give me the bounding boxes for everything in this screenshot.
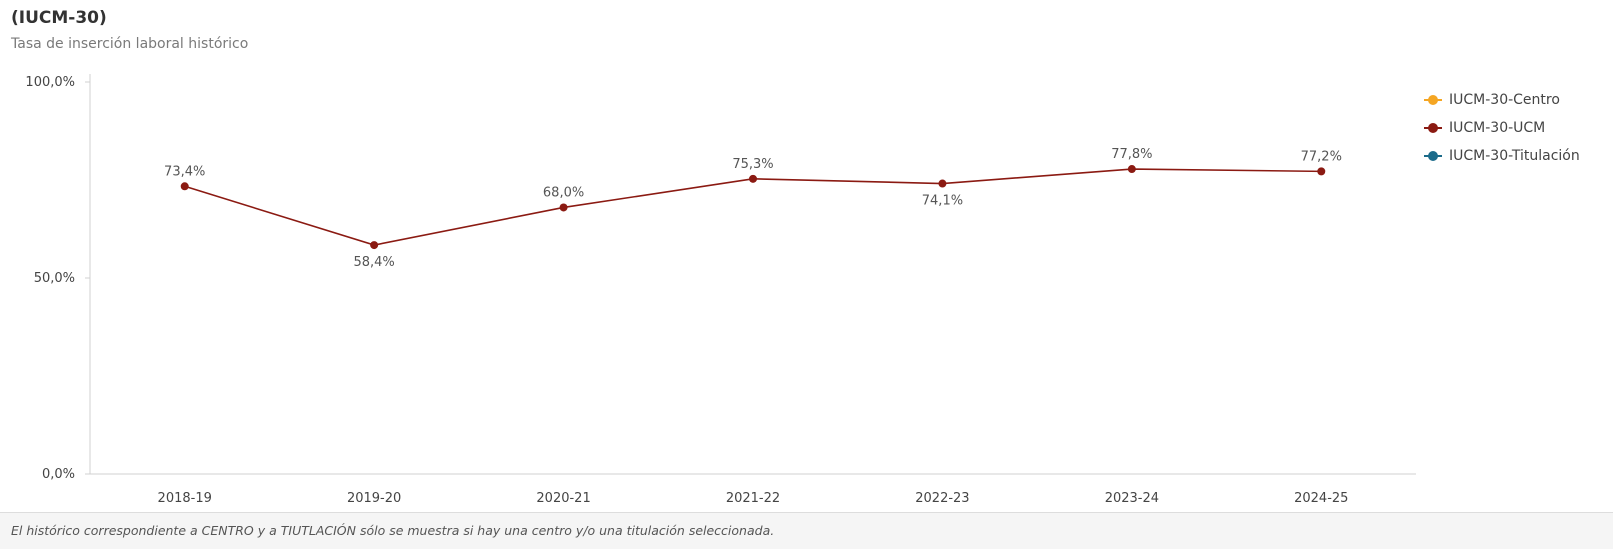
data-label: 77,2% — [1301, 149, 1342, 164]
y-tick-label: 0,0% — [42, 467, 75, 482]
x-tick-label: 2024-25 — [1294, 491, 1348, 506]
x-tick-label: 2022-23 — [915, 491, 969, 506]
footer-note: El histórico correspondiente a CENTRO y … — [11, 523, 775, 538]
chart-data-labels: 73,4% 58,4% 68,0% 75,3% 74,1% 77,8% 77,2% — [164, 147, 1342, 270]
chart-footer: El histórico correspondiente a CENTRO y … — [0, 512, 1613, 549]
chart-ticks: 0,0% 50,0% 100,0% 2018-19 2019-20 2020-21 2021… — [25, 75, 1348, 506]
data-point[interactable] — [1317, 167, 1326, 176]
data-point[interactable] — [180, 182, 189, 191]
legend-marker-centro — [1424, 95, 1442, 105]
line-chart: 0,0% 50,0% 100,0% 2018-19 2019-20 2020-21 2021… — [25, 74, 1416, 506]
data-label: 74,1% — [922, 194, 963, 209]
legend-item-ucm[interactable]: IUCM-30-UCM — [1424, 114, 1580, 142]
data-label: 73,4% — [164, 164, 205, 179]
data-label: 68,0% — [543, 185, 584, 200]
x-tick-label: 2023-24 — [1105, 491, 1159, 506]
chart-title: (IUCM-30) — [11, 8, 107, 28]
x-tick-label: 2019-20 — [347, 491, 401, 506]
legend-label-titulacion: IUCM-30-Titulación — [1449, 148, 1580, 164]
x-tick-label: 2020-21 — [536, 491, 590, 506]
data-point[interactable] — [559, 203, 568, 212]
data-label: 77,8% — [1111, 147, 1152, 162]
data-point[interactable] — [1127, 165, 1136, 174]
chart-subtitle: Tasa de inserción laboral histórico — [11, 36, 249, 52]
y-tick-label: 100,0% — [25, 75, 75, 90]
chart-series[interactable] — [180, 165, 1326, 250]
x-tick-label: 2018-19 — [158, 491, 212, 506]
x-tick-label: 2021-22 — [726, 491, 780, 506]
legend-marker-ucm — [1424, 123, 1442, 133]
y-tick-label: 50,0% — [34, 271, 75, 286]
legend-item-centro[interactable]: IUCM-30-Centro — [1424, 86, 1580, 114]
data-label: 58,4% — [353, 255, 394, 270]
data-point[interactable] — [938, 179, 947, 188]
legend-marker-titulacion — [1424, 151, 1442, 161]
legend-label-ucm: IUCM-30-UCM — [1449, 120, 1546, 136]
legend-item-titulacion[interactable]: IUCM-30-Titulación — [1424, 142, 1580, 170]
data-point[interactable] — [749, 174, 757, 183]
data-label: 75,3% — [732, 157, 773, 172]
chart-legend: IUCM-30-Centro IUCM-30-UCM IUCM-30-Titul… — [1424, 86, 1580, 170]
chart-axes — [89, 74, 1416, 475]
data-point[interactable] — [370, 241, 379, 250]
legend-label-centro: IUCM-30-Centro — [1449, 92, 1560, 108]
